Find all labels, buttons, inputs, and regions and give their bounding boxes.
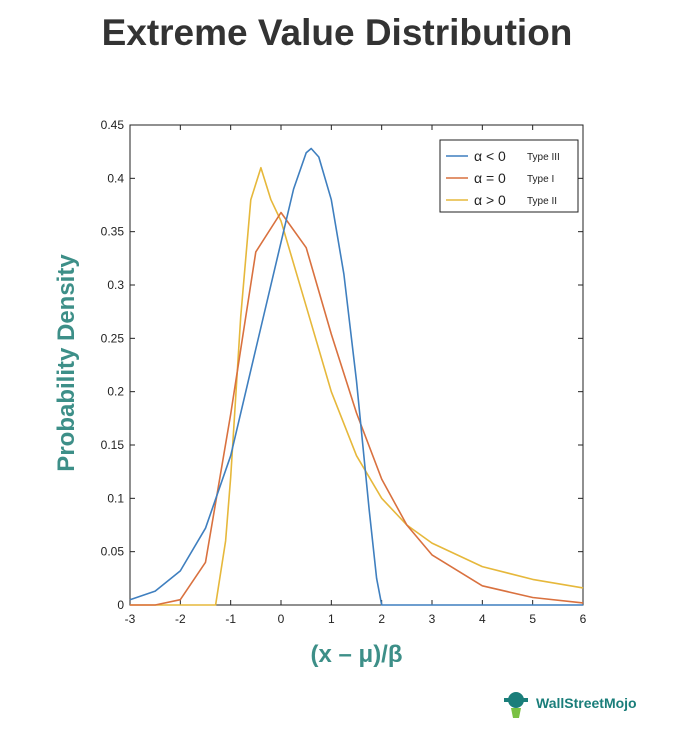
page-title: Extreme Value Distribution [101, 12, 573, 53]
y-tick-label: 0.1 [107, 491, 124, 505]
brand-name: WallStreetMojo [536, 695, 637, 711]
x-tick-label: -1 [225, 612, 236, 626]
x-tick-label: 5 [529, 612, 536, 626]
legend-label: α = 0 [474, 170, 506, 186]
legend-note: Type II [527, 196, 557, 207]
legend-note: Type I [527, 174, 554, 185]
legend-note: Type III [527, 152, 560, 163]
series-line-2 [130, 211, 584, 606]
x-tick-label: 6 [580, 612, 587, 626]
x-tick-label: -3 [125, 612, 136, 626]
y-tick-label: 0.45 [101, 118, 125, 132]
series-line-3 [130, 166, 584, 606]
plot-area: -3 -2 -1 0 1 2 3 4 5 6 0 0.05 0.1 0.15 0.2 0.25 0.3 0.35 0… [53, 118, 587, 668]
y-tick-label: 0.4 [107, 171, 124, 185]
y-tick-label: 0.2 [107, 385, 124, 399]
y-tick-label: 0 [117, 598, 124, 612]
x-tick-label: 2 [378, 612, 385, 626]
series-line-1 [129, 147, 583, 606]
legend-label: α > 0 [474, 192, 506, 208]
y-tick-label: 0.25 [101, 331, 125, 345]
y-axis-label: Probability Density [53, 254, 80, 472]
x-axis-label: (x – μ)/β [310, 641, 402, 668]
y-tick-label: 0.15 [101, 438, 125, 452]
x-tick-label: 3 [429, 612, 436, 626]
brand-logo-icon [504, 692, 528, 718]
y-tick-label: 0.35 [101, 225, 125, 239]
legend-box [439, 139, 579, 213]
brand-logo: WallStreetMojo [500, 688, 670, 720]
x-tick-label: 0 [278, 612, 285, 626]
legend-label: α < 0 [474, 148, 506, 164]
x-tick-label: 4 [479, 612, 486, 626]
y-tick-label: 0.05 [101, 545, 125, 559]
y-tick-label: 0.3 [107, 278, 124, 292]
x-tick-label: -2 [175, 612, 186, 626]
x-tick-label: 1 [328, 612, 335, 626]
